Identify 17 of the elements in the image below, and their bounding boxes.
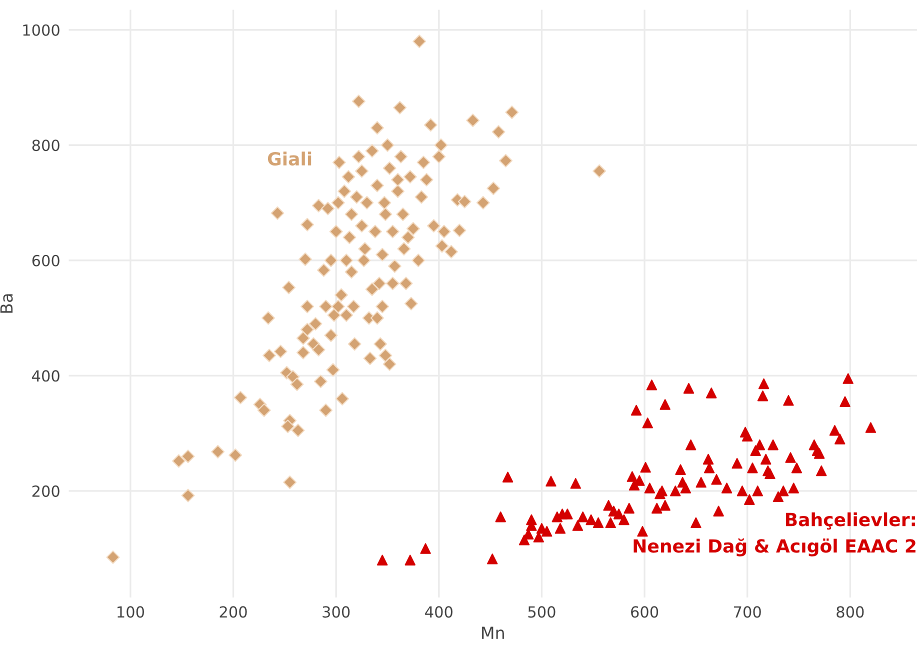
x-tick-label: 600 bbox=[631, 606, 658, 618]
x-tick-label: 500 bbox=[528, 606, 556, 618]
y-tick-label: 600 bbox=[32, 254, 60, 266]
y-tick-label: 200 bbox=[32, 485, 60, 497]
series-label: Bahçelievler: Nenezi Dağ & Acıgöl EAAC 2 bbox=[634, 512, 916, 556]
x-axis-title: Mn bbox=[482, 626, 504, 639]
x-tick-label: 100 bbox=[118, 606, 144, 618]
series-label: Giali bbox=[268, 152, 312, 166]
x-tick-label: 800 bbox=[836, 606, 864, 618]
x-tick-label: 400 bbox=[425, 606, 452, 618]
y-tick-label: 400 bbox=[32, 370, 60, 382]
x-tick-label: 700 bbox=[734, 606, 761, 618]
x-tick-label: 200 bbox=[220, 606, 247, 618]
y-axis-title: Ba bbox=[0, 294, 13, 313]
y-tick-label: 800 bbox=[32, 140, 60, 152]
x-tick-label: 300 bbox=[322, 606, 350, 618]
y-tick-label: 1000 bbox=[23, 24, 60, 36]
